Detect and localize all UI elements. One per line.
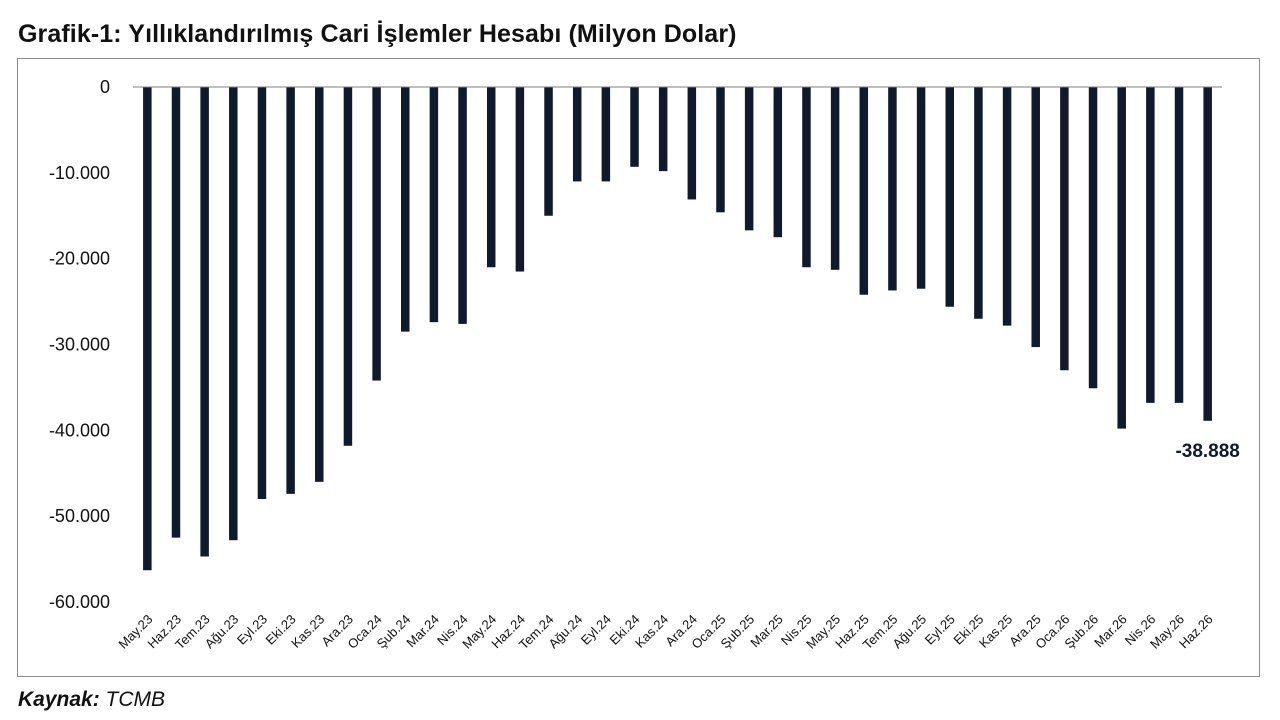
bar-Ağu.23: [229, 87, 238, 540]
bar-Oca.25: [716, 87, 725, 212]
x-tick-label: Mar.25: [747, 612, 786, 651]
y-tick-label: -60.000: [49, 592, 110, 612]
bar-Ağu.24: [573, 87, 582, 181]
x-tick-label: Eyl.25: [922, 612, 958, 648]
bar-Haz.26: [1203, 87, 1212, 421]
bar-Ara.24: [688, 87, 697, 199]
bar-Kas.23: [315, 87, 324, 482]
x-tick-label: Kas.25: [976, 612, 1015, 651]
bar-Ara.23: [344, 87, 353, 446]
bar-Haz.23: [172, 87, 181, 538]
bar-Mar.25: [774, 87, 783, 237]
x-tick-label: Mar.24: [403, 612, 442, 651]
x-tick-label: Eyl.24: [578, 612, 614, 648]
bar-Eki.24: [630, 87, 639, 167]
bar-Eki.23: [286, 87, 295, 494]
bar-Eyl.25: [946, 87, 955, 307]
bar-Mar.26: [1117, 87, 1126, 429]
bar-Haz.24: [516, 87, 525, 272]
bar-Nis.26: [1146, 87, 1155, 403]
bar-Tem.23: [200, 87, 209, 557]
y-tick-label: -10.000: [49, 163, 110, 183]
bar-Şub.25: [745, 87, 754, 230]
y-tick-label: -40.000: [49, 420, 110, 440]
bar-Haz.25: [860, 87, 869, 295]
x-tick-label: Kas.24: [632, 612, 671, 651]
x-tick-label: Mar.26: [1091, 612, 1130, 651]
bar-Oca.26: [1060, 87, 1069, 370]
data-label-last: -38.888: [1175, 441, 1239, 462]
bar-Oca.24: [372, 87, 381, 381]
x-tick-label: Eyl.23: [234, 612, 270, 648]
bar-Mar.24: [430, 87, 439, 322]
bar-May.26: [1175, 87, 1184, 403]
y-tick-label: 0: [100, 77, 110, 97]
bar-May.23: [143, 87, 152, 570]
x-tick-label: Kas.23: [288, 612, 327, 651]
bar-Ara.25: [1031, 87, 1040, 347]
source-label: Kaynak:: [18, 688, 100, 711]
bar-Eyl.24: [602, 87, 611, 181]
bar-Tem.25: [888, 87, 897, 290]
bar-May.25: [831, 87, 840, 270]
source-note: Kaynak: TCMB: [18, 688, 165, 712]
bar-Kas.24: [659, 87, 668, 171]
bar-Nis.25: [802, 87, 811, 267]
bar-Ağu.25: [917, 87, 926, 289]
bar-Şub.24: [401, 87, 410, 332]
bar-May.24: [487, 87, 496, 267]
source-value: TCMB: [106, 688, 166, 711]
bar-Eki.25: [974, 87, 983, 319]
bar-Nis.24: [458, 87, 467, 324]
bar-Kas.25: [1003, 87, 1012, 326]
y-tick-label: -30.000: [49, 335, 110, 355]
bar-Şub.26: [1089, 87, 1098, 388]
bar-Tem.24: [544, 87, 553, 216]
y-tick-label: -50.000: [49, 506, 110, 526]
bar-Eyl.23: [258, 87, 267, 499]
y-tick-label: -20.000: [49, 249, 110, 269]
